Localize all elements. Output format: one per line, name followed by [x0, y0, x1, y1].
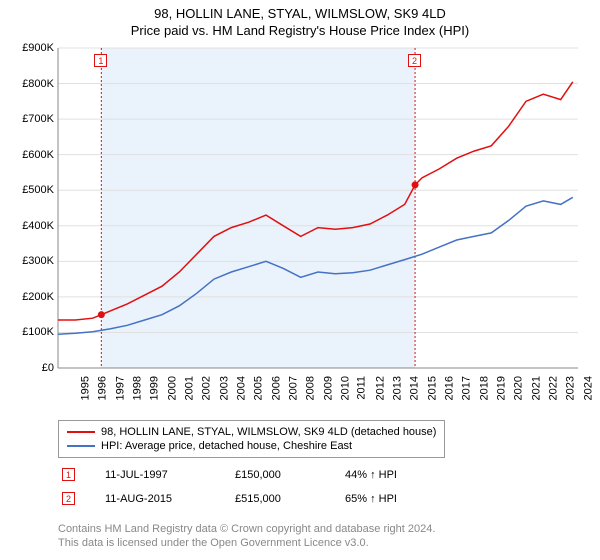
y-axis-tick: £200K — [0, 291, 54, 303]
x-axis-tick: 2001 — [183, 376, 195, 400]
legend-item: HPI: Average price, detached house, Ches… — [67, 439, 436, 453]
y-axis-tick: £0 — [0, 362, 54, 374]
legend-item: 98, HOLLIN LANE, STYAL, WILMSLOW, SK9 4L… — [67, 425, 436, 439]
sale-date: 11-AUG-2015 — [105, 493, 205, 505]
x-axis-tick: 2008 — [305, 376, 317, 400]
y-axis-tick: £700K — [0, 113, 54, 125]
x-axis-tick: 2010 — [339, 376, 351, 400]
sale-row-marker: 2 — [62, 492, 75, 505]
x-axis-tick: 2003 — [218, 376, 230, 400]
x-axis-tick: 2018 — [478, 376, 490, 400]
y-axis-tick: £400K — [0, 220, 54, 232]
y-axis-tick: £100K — [0, 326, 54, 338]
footer-line1: Contains HM Land Registry data © Crown c… — [58, 522, 435, 536]
x-axis-tick: 2006 — [270, 376, 282, 400]
x-axis-tick: 2017 — [461, 376, 473, 400]
x-axis-tick: 2015 — [426, 376, 438, 400]
sale-row-marker: 1 — [62, 468, 75, 481]
chart-legend: 98, HOLLIN LANE, STYAL, WILMSLOW, SK9 4L… — [58, 420, 445, 458]
x-axis-tick: 2011 — [356, 376, 368, 400]
x-axis-tick: 2013 — [391, 376, 403, 400]
y-axis-tick: £600K — [0, 149, 54, 161]
legend-label: HPI: Average price, detached house, Ches… — [101, 440, 352, 452]
x-axis-tick: 2005 — [253, 376, 265, 400]
x-axis-tick: 1999 — [149, 376, 161, 400]
y-axis-tick: £300K — [0, 255, 54, 267]
sale-price: £150,000 — [235, 469, 315, 481]
x-axis-tick: 2023 — [565, 376, 577, 400]
x-axis-tick: 1996 — [97, 376, 109, 400]
x-axis-tick: 2020 — [513, 376, 525, 400]
x-axis-tick: 2012 — [374, 376, 386, 400]
x-axis-tick: 2022 — [547, 376, 559, 400]
legend-label: 98, HOLLIN LANE, STYAL, WILMSLOW, SK9 4L… — [101, 426, 436, 438]
x-axis-tick: 2009 — [322, 376, 334, 400]
x-axis-tick: 1995 — [79, 376, 91, 400]
sale-pct: 65% ↑ HPI — [345, 493, 397, 505]
x-axis-tick: 2000 — [166, 376, 178, 400]
x-axis-tick: 2019 — [495, 376, 507, 400]
y-axis-tick: £800K — [0, 78, 54, 90]
x-axis-tick: 2004 — [235, 376, 247, 400]
sale-date: 11-JUL-1997 — [105, 469, 205, 481]
x-axis-tick: 2007 — [287, 376, 299, 400]
y-axis-tick: £500K — [0, 184, 54, 196]
x-axis-tick: 2021 — [530, 376, 542, 400]
x-axis-tick: 2024 — [582, 376, 594, 400]
y-axis-tick: £900K — [0, 42, 54, 54]
x-axis-tick: 2014 — [409, 376, 421, 400]
sale-marker-1: 1 — [94, 54, 107, 67]
legend-swatch — [67, 445, 95, 447]
sale-row: 2 11-AUG-2015 £515,000 65% ↑ HPI — [62, 492, 397, 505]
sale-price: £515,000 — [235, 493, 315, 505]
sale-pct: 44% ↑ HPI — [345, 469, 397, 481]
legend-swatch — [67, 431, 95, 433]
x-axis-tick: 1997 — [114, 376, 126, 400]
x-axis-tick: 2002 — [201, 376, 213, 400]
footer-attribution: Contains HM Land Registry data © Crown c… — [58, 522, 435, 551]
sale-row: 1 11-JUL-1997 £150,000 44% ↑ HPI — [62, 468, 397, 481]
sale-marker-2: 2 — [408, 54, 421, 67]
x-axis-tick: 1998 — [131, 376, 143, 400]
x-axis-tick: 2016 — [443, 376, 455, 400]
footer-line2: This data is licensed under the Open Gov… — [58, 536, 435, 550]
